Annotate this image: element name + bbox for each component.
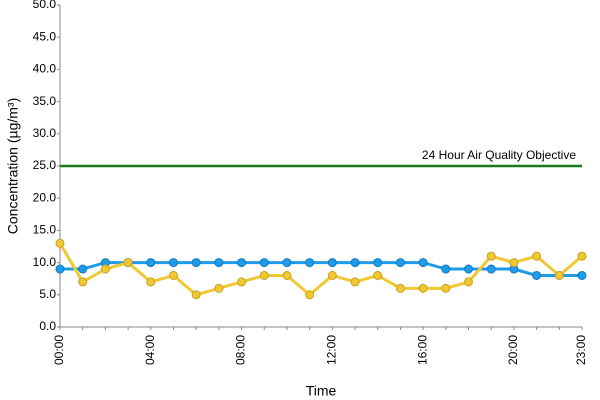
x-axis-label: Time xyxy=(306,383,337,399)
point xyxy=(282,258,292,268)
point xyxy=(441,283,451,293)
point xyxy=(305,258,315,268)
point xyxy=(146,258,156,268)
point xyxy=(259,258,269,268)
point xyxy=(509,258,519,268)
point xyxy=(78,277,88,287)
point xyxy=(78,264,88,274)
y-tick-label: 10.0 xyxy=(33,255,57,269)
point xyxy=(55,264,65,274)
point xyxy=(486,251,496,261)
point xyxy=(100,264,110,274)
y-tick-label: 20.0 xyxy=(33,190,57,204)
point xyxy=(214,283,224,293)
x-tick-label: 16:00 xyxy=(415,335,429,365)
x-tick-label: 08:00 xyxy=(234,335,248,365)
point xyxy=(532,251,542,261)
point xyxy=(373,270,383,280)
point xyxy=(577,251,587,261)
y-tick-label: 50.0 xyxy=(33,0,57,11)
point xyxy=(577,270,587,280)
point xyxy=(350,258,360,268)
point xyxy=(395,258,405,268)
point xyxy=(168,270,178,280)
point xyxy=(237,277,247,287)
point xyxy=(55,238,65,248)
series-label: 24 Hour Air Quality Objective xyxy=(422,148,576,162)
point xyxy=(395,283,405,293)
point xyxy=(327,270,337,280)
x-tick-label: 20:00 xyxy=(506,335,520,365)
point xyxy=(123,258,133,268)
point xyxy=(305,290,315,300)
point xyxy=(486,264,496,274)
point xyxy=(532,270,542,280)
point xyxy=(350,277,360,287)
y-tick-label: 30.0 xyxy=(33,126,57,140)
y-axis-label: Concentration (µg/m³) xyxy=(5,98,21,234)
x-tick-label: 00:00 xyxy=(52,335,66,365)
point xyxy=(191,290,201,300)
y-tick-label: 15.0 xyxy=(33,223,57,237)
point xyxy=(554,270,564,280)
x-tick-label: 12:00 xyxy=(325,335,339,365)
x-tick-label: 04:00 xyxy=(143,335,157,365)
point xyxy=(237,258,247,268)
point xyxy=(146,277,156,287)
point xyxy=(441,264,451,274)
point xyxy=(282,270,292,280)
point xyxy=(464,277,474,287)
y-tick-label: 0.0 xyxy=(39,319,56,333)
point xyxy=(418,258,428,268)
x-tick-label: 23:00 xyxy=(574,335,588,365)
point xyxy=(214,258,224,268)
point xyxy=(327,258,337,268)
point xyxy=(168,258,178,268)
point xyxy=(464,264,474,274)
y-tick-label: 40.0 xyxy=(33,62,57,76)
series-line xyxy=(60,261,582,277)
point xyxy=(191,258,201,268)
point xyxy=(259,270,269,280)
y-tick-label: 5.0 xyxy=(39,287,56,301)
y-tick-label: 45.0 xyxy=(33,29,57,43)
point xyxy=(418,283,428,293)
y-tick-label: 35.0 xyxy=(33,94,57,108)
point xyxy=(373,258,383,268)
y-tick-label: 25.0 xyxy=(33,158,57,172)
